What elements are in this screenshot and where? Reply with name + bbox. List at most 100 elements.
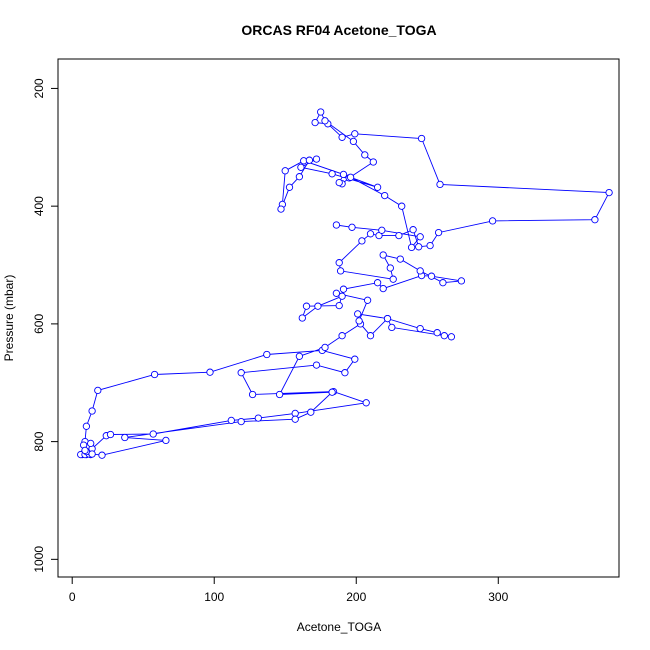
data-point xyxy=(363,296,372,304)
x-tick-label: 300 xyxy=(488,590,508,604)
data-point xyxy=(389,275,397,283)
data-point xyxy=(355,317,363,325)
data-point xyxy=(386,264,394,272)
data-point xyxy=(361,151,369,159)
data-point xyxy=(416,233,424,241)
data-point xyxy=(335,259,343,267)
series-layer xyxy=(77,108,613,459)
data-point xyxy=(312,361,321,369)
data-point xyxy=(302,302,311,310)
data-point xyxy=(317,108,325,116)
data-point xyxy=(328,388,336,396)
data-point xyxy=(291,415,299,423)
data-point xyxy=(439,279,447,287)
data-point xyxy=(237,417,245,426)
data-point xyxy=(335,178,343,187)
data-point xyxy=(332,221,341,229)
data-point xyxy=(358,237,366,245)
data-point xyxy=(378,226,386,234)
data-point xyxy=(121,433,129,442)
data-point xyxy=(434,228,443,237)
data-point xyxy=(416,324,424,333)
data-point xyxy=(417,134,426,143)
data-point xyxy=(295,173,304,181)
data-point xyxy=(254,414,262,422)
data-point xyxy=(307,408,315,416)
data-point xyxy=(314,302,322,310)
data-point xyxy=(381,191,389,200)
data-point xyxy=(332,289,341,297)
data-point xyxy=(305,156,314,164)
data-point xyxy=(407,243,416,252)
x-axis: 0 100 200 300 xyxy=(69,576,509,604)
data-point xyxy=(277,205,285,213)
data-point xyxy=(351,130,359,138)
data-point xyxy=(162,436,170,445)
x-tick-label: 100 xyxy=(204,590,224,604)
data-point xyxy=(335,301,343,310)
data-point xyxy=(150,370,159,379)
data-point xyxy=(338,133,346,141)
data-point xyxy=(427,272,436,280)
y-axis: 200 400 600 800 1000 xyxy=(32,78,59,573)
data-point xyxy=(321,343,329,352)
y-axis-label: Pressure (mbar) xyxy=(2,275,16,362)
data-point xyxy=(447,333,456,341)
data-point xyxy=(88,450,96,458)
data-point xyxy=(362,399,370,407)
data-point xyxy=(379,284,387,293)
data-point xyxy=(295,352,304,360)
y-tick-label: 600 xyxy=(32,314,46,334)
data-point xyxy=(436,180,444,189)
data-point xyxy=(336,267,345,275)
chart-title: ORCAS RF04 Acetone_TOGA xyxy=(241,22,436,38)
data-point xyxy=(457,277,466,285)
data-point xyxy=(366,230,375,238)
data-point xyxy=(383,314,392,323)
y-tick-label: 800 xyxy=(32,431,46,451)
data-point xyxy=(416,267,424,275)
data-point xyxy=(206,368,214,376)
data-point xyxy=(369,158,377,166)
data-point xyxy=(339,285,348,293)
data-point xyxy=(248,390,257,399)
data-point xyxy=(338,292,346,300)
data-point xyxy=(440,332,448,340)
data-point xyxy=(298,314,306,322)
data-point xyxy=(433,329,441,337)
x-tick-label: 200 xyxy=(346,590,366,604)
data-point xyxy=(395,231,403,240)
data-point xyxy=(349,137,358,146)
data-point xyxy=(379,251,387,259)
data-point xyxy=(366,332,375,340)
data-point xyxy=(237,369,245,377)
data-point xyxy=(388,323,396,332)
data-point xyxy=(281,167,289,175)
data-point xyxy=(348,223,356,231)
data-point xyxy=(81,446,89,455)
data-point xyxy=(398,202,406,210)
data-point xyxy=(373,279,382,287)
data-point xyxy=(297,163,305,171)
data-point xyxy=(88,407,96,415)
data-point xyxy=(106,430,115,439)
data-point xyxy=(338,332,346,340)
series-line xyxy=(80,111,610,456)
data-point xyxy=(263,350,271,359)
data-point xyxy=(605,188,613,197)
data-point xyxy=(373,183,382,191)
data-point xyxy=(321,117,329,125)
data-point xyxy=(354,310,362,318)
data-point xyxy=(275,390,284,399)
data-point xyxy=(426,241,434,250)
data-point xyxy=(328,170,336,178)
data-point xyxy=(351,355,359,363)
data-point xyxy=(82,422,91,430)
data-point xyxy=(227,416,235,425)
data-point xyxy=(87,439,95,448)
x-tick-label: 0 xyxy=(69,590,76,604)
data-point xyxy=(341,369,349,377)
data-point xyxy=(346,173,355,181)
data-point xyxy=(396,255,404,263)
